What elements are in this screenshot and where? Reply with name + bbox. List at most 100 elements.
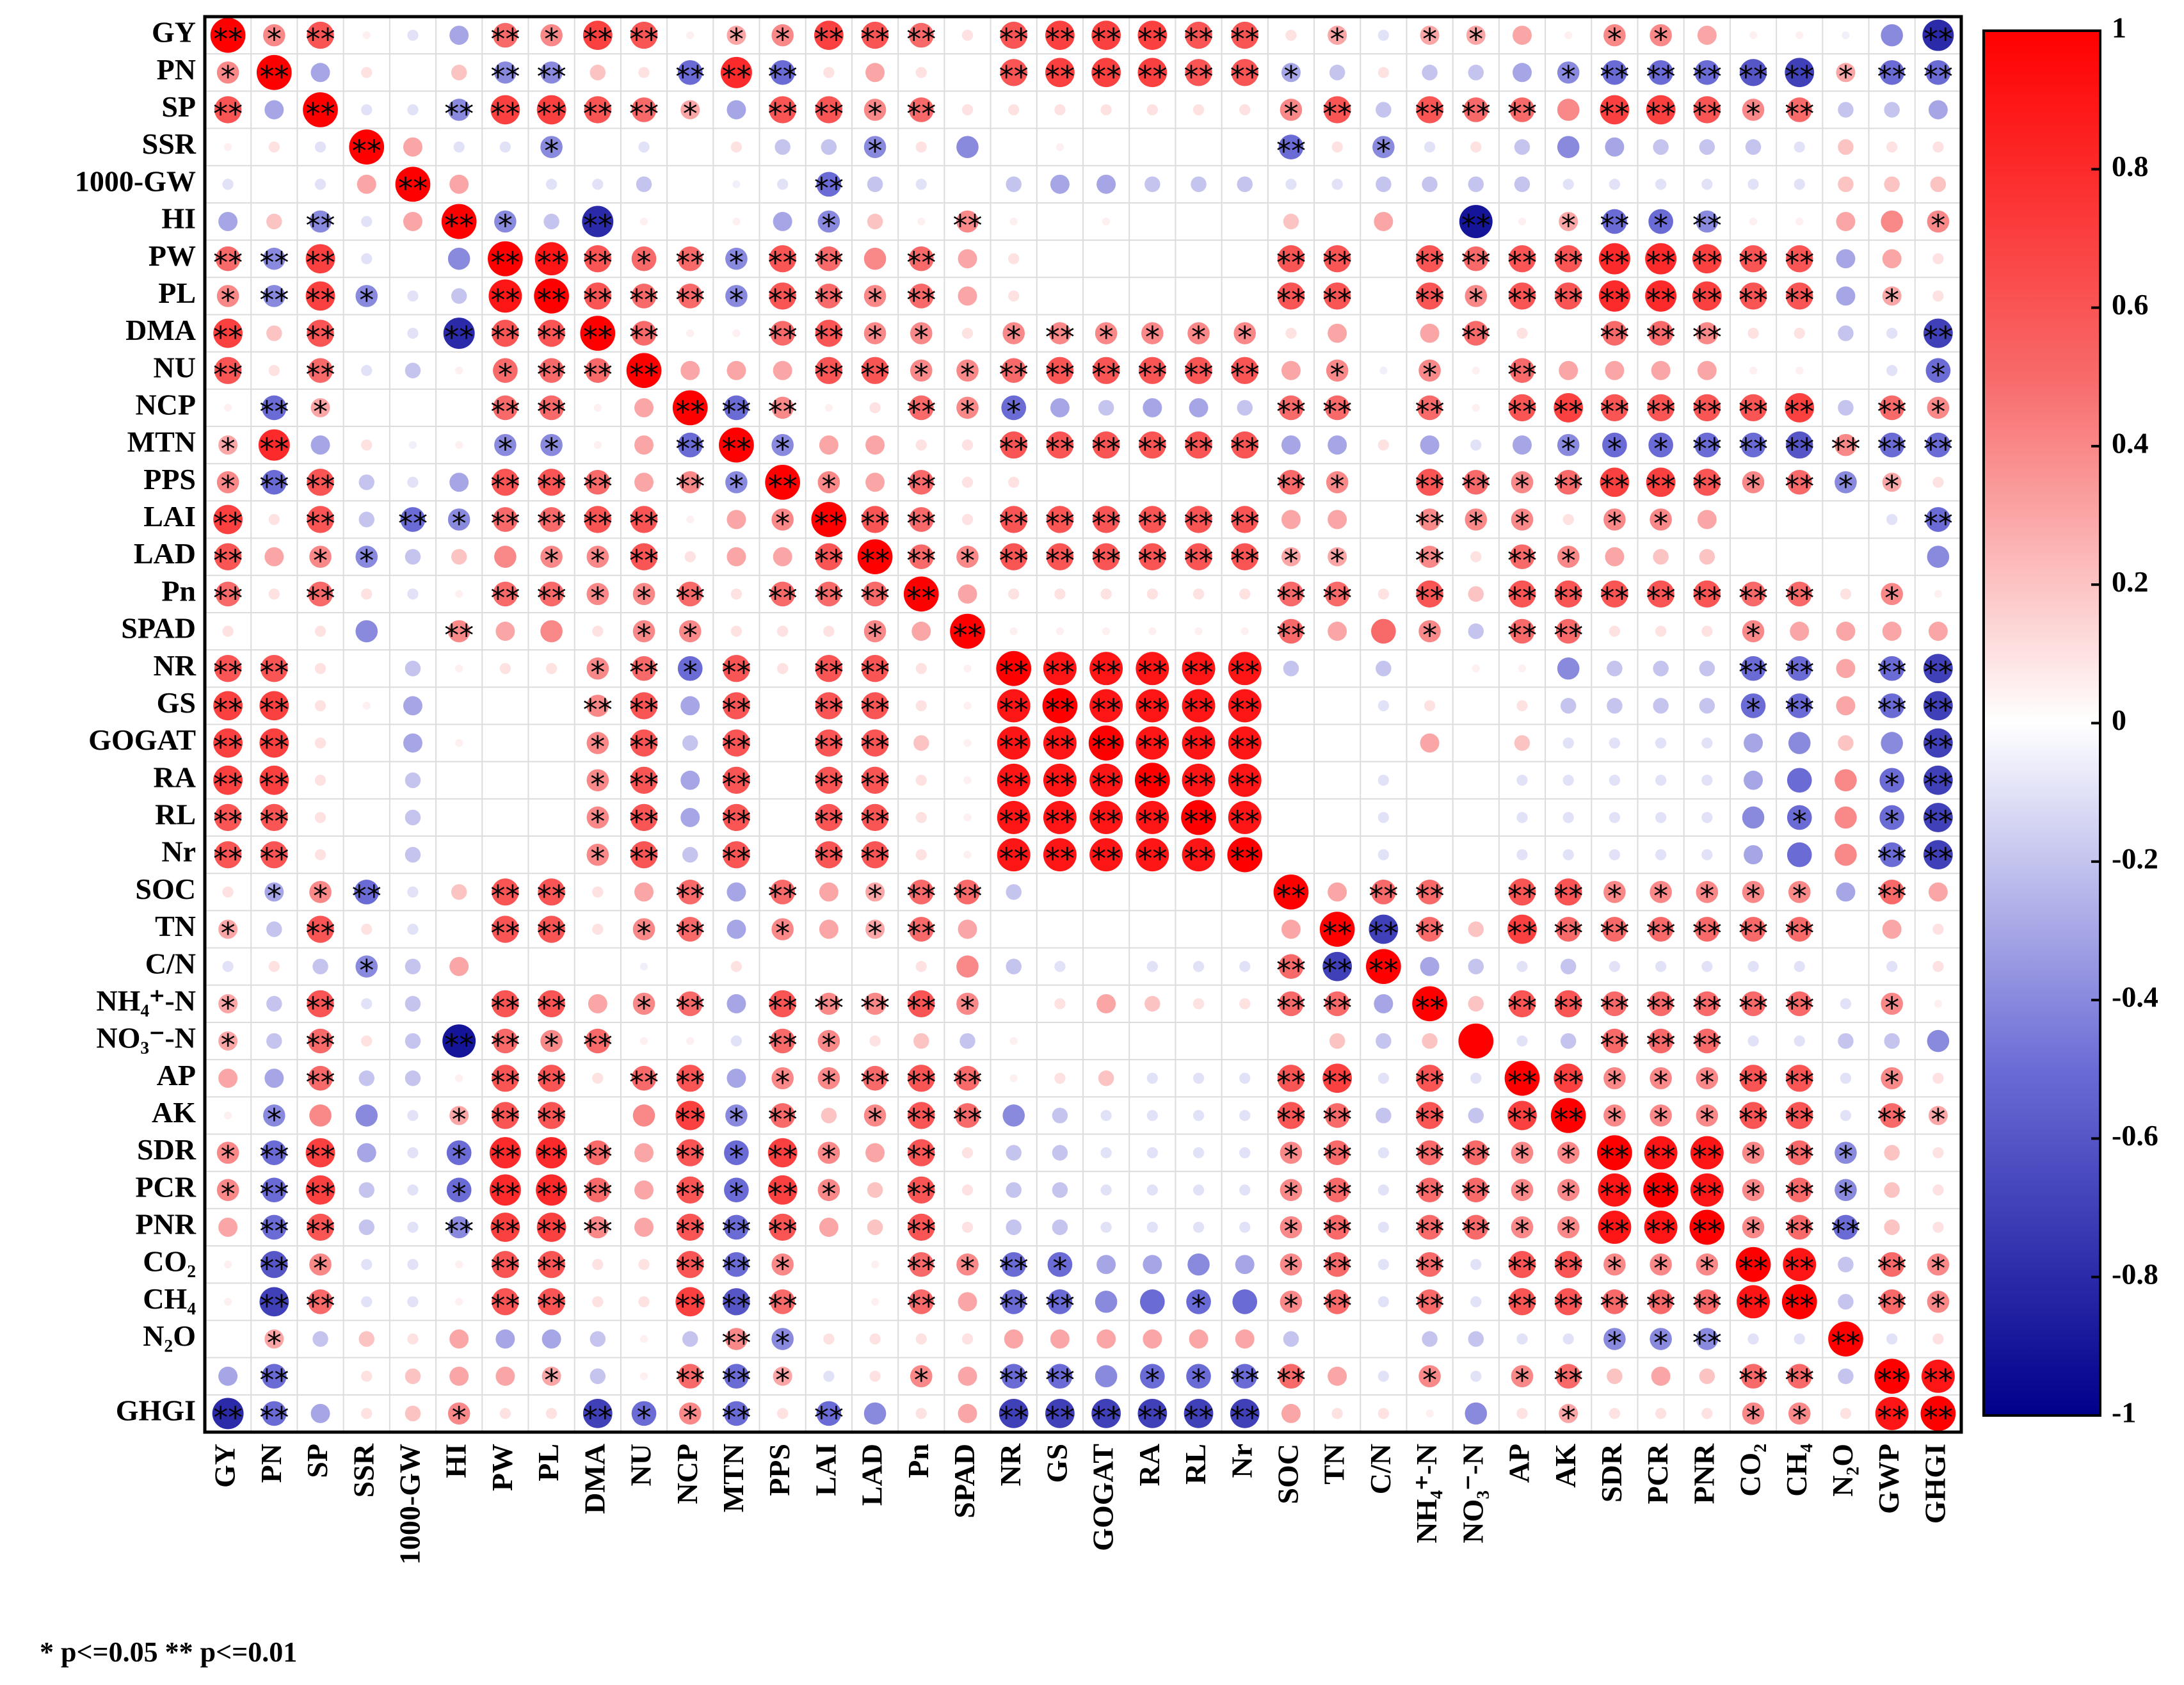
correlation-circle	[1609, 737, 1621, 749]
correlation-circle	[263, 1104, 285, 1127]
significance-star: **	[1276, 1102, 1306, 1137]
correlation-circle	[1148, 627, 1157, 636]
column-label: TN	[1318, 1444, 1351, 1485]
significance-star: *	[729, 1177, 744, 1211]
correlation-circle	[1096, 1255, 1116, 1275]
significance-star: **	[1230, 506, 1260, 541]
correlation-circle	[1008, 104, 1020, 116]
correlation-circle	[770, 581, 795, 607]
correlation-circle	[309, 545, 332, 568]
significance-star: **	[1322, 916, 1352, 951]
significance-star: **	[1276, 469, 1306, 504]
significance-star: **	[1276, 879, 1306, 914]
correlation-circle	[1324, 395, 1350, 421]
correlation-circle	[1690, 1173, 1724, 1207]
column-label: CO₂	[1734, 1444, 1767, 1497]
correlation-circle	[1840, 1408, 1852, 1419]
significance-star: **	[1507, 990, 1537, 1025]
correlation-circle	[1377, 849, 1390, 860]
significance-star: **	[860, 506, 890, 541]
correlation-circle	[584, 245, 611, 273]
significance-star: **	[860, 990, 890, 1025]
significance-star: **	[1230, 1363, 1260, 1398]
significance-star: *	[1422, 22, 1437, 57]
significance-star: *	[590, 804, 605, 839]
correlation-circle	[1602, 1028, 1627, 1054]
significance-star: **	[1600, 97, 1629, 131]
correlation-circle	[631, 1065, 657, 1091]
correlation-circle	[1192, 1109, 1205, 1122]
correlation-circle	[585, 1028, 611, 1054]
significance-star: **	[629, 357, 659, 392]
significance-star: **	[1923, 693, 1953, 727]
correlation-circle	[1555, 618, 1581, 644]
significance-star: *	[1931, 394, 1945, 429]
correlation-circle	[1655, 812, 1667, 823]
significance-star: **	[1507, 916, 1537, 951]
correlation-circle	[727, 26, 746, 45]
correlation-circle	[634, 435, 654, 455]
correlation-circle	[1699, 1368, 1715, 1384]
correlation-circle	[1648, 991, 1673, 1017]
correlation-circle	[592, 1296, 604, 1308]
correlation-circle	[1192, 1221, 1205, 1233]
significance-star: **	[1507, 357, 1537, 392]
correlation-circle	[1328, 510, 1347, 529]
correlation-circle	[1006, 176, 1022, 193]
significance-star: **	[1091, 22, 1121, 57]
correlation-circle	[1054, 1072, 1066, 1084]
significance-star: **	[1045, 1400, 1075, 1435]
significance-star: **	[1600, 916, 1629, 951]
correlation-circle	[680, 360, 700, 380]
correlation-circle	[1004, 1329, 1024, 1349]
correlation-circle	[218, 994, 238, 1013]
correlation-circle	[1000, 59, 1027, 86]
correlation-circle	[494, 433, 517, 456]
significance-star: **	[259, 1363, 289, 1398]
significance-star: **	[1322, 953, 1352, 988]
significance-star: *	[1191, 1363, 1206, 1398]
column-label: GS	[1040, 1444, 1073, 1483]
correlation-circle	[1927, 1291, 1950, 1313]
correlation-circle	[545, 1408, 558, 1419]
column-label: LAI	[809, 1444, 842, 1496]
significance-star: **	[1184, 357, 1214, 392]
significance-star: **	[537, 506, 566, 541]
row-label: AP	[157, 1059, 196, 1092]
correlation-circle	[1465, 508, 1488, 531]
significance-star: *	[1283, 1289, 1298, 1323]
significance-star: **	[1692, 432, 1722, 467]
correlation-circle	[1412, 986, 1447, 1022]
significance-star: *	[637, 916, 652, 951]
correlation-circle	[588, 994, 607, 1013]
correlation-circle	[355, 285, 378, 307]
correlation-circle	[1787, 469, 1812, 495]
correlation-circle	[1648, 60, 1673, 85]
significance-star: **	[1322, 1140, 1352, 1174]
significance-star: *	[1931, 209, 1945, 243]
significance-star: **	[1276, 134, 1306, 168]
correlation-circle	[218, 1366, 238, 1386]
correlation-circle	[449, 26, 469, 45]
correlation-circle	[1008, 253, 1020, 264]
correlation-circle	[590, 65, 606, 81]
significance-star: **	[906, 22, 936, 57]
correlation-circle	[727, 882, 746, 902]
correlation-circle	[1840, 1072, 1852, 1084]
significance-star: *	[544, 432, 559, 467]
correlation-circle	[908, 879, 934, 905]
correlation-circle	[540, 1029, 563, 1052]
correlation-circle	[545, 179, 558, 190]
correlation-circle	[1465, 285, 1488, 307]
significance-star: **	[1646, 1289, 1676, 1323]
significance-star: **	[306, 506, 335, 541]
correlation-circle	[1054, 961, 1066, 972]
correlation-circle	[1602, 209, 1627, 234]
significance-star: **	[1785, 1214, 1814, 1248]
correlation-circle	[1278, 991, 1304, 1017]
significance-star: **	[1646, 1140, 1676, 1174]
correlation-circle	[956, 210, 979, 233]
correlation-circle	[582, 206, 614, 238]
correlation-circle	[585, 358, 611, 383]
correlation-circle	[1228, 763, 1262, 797]
